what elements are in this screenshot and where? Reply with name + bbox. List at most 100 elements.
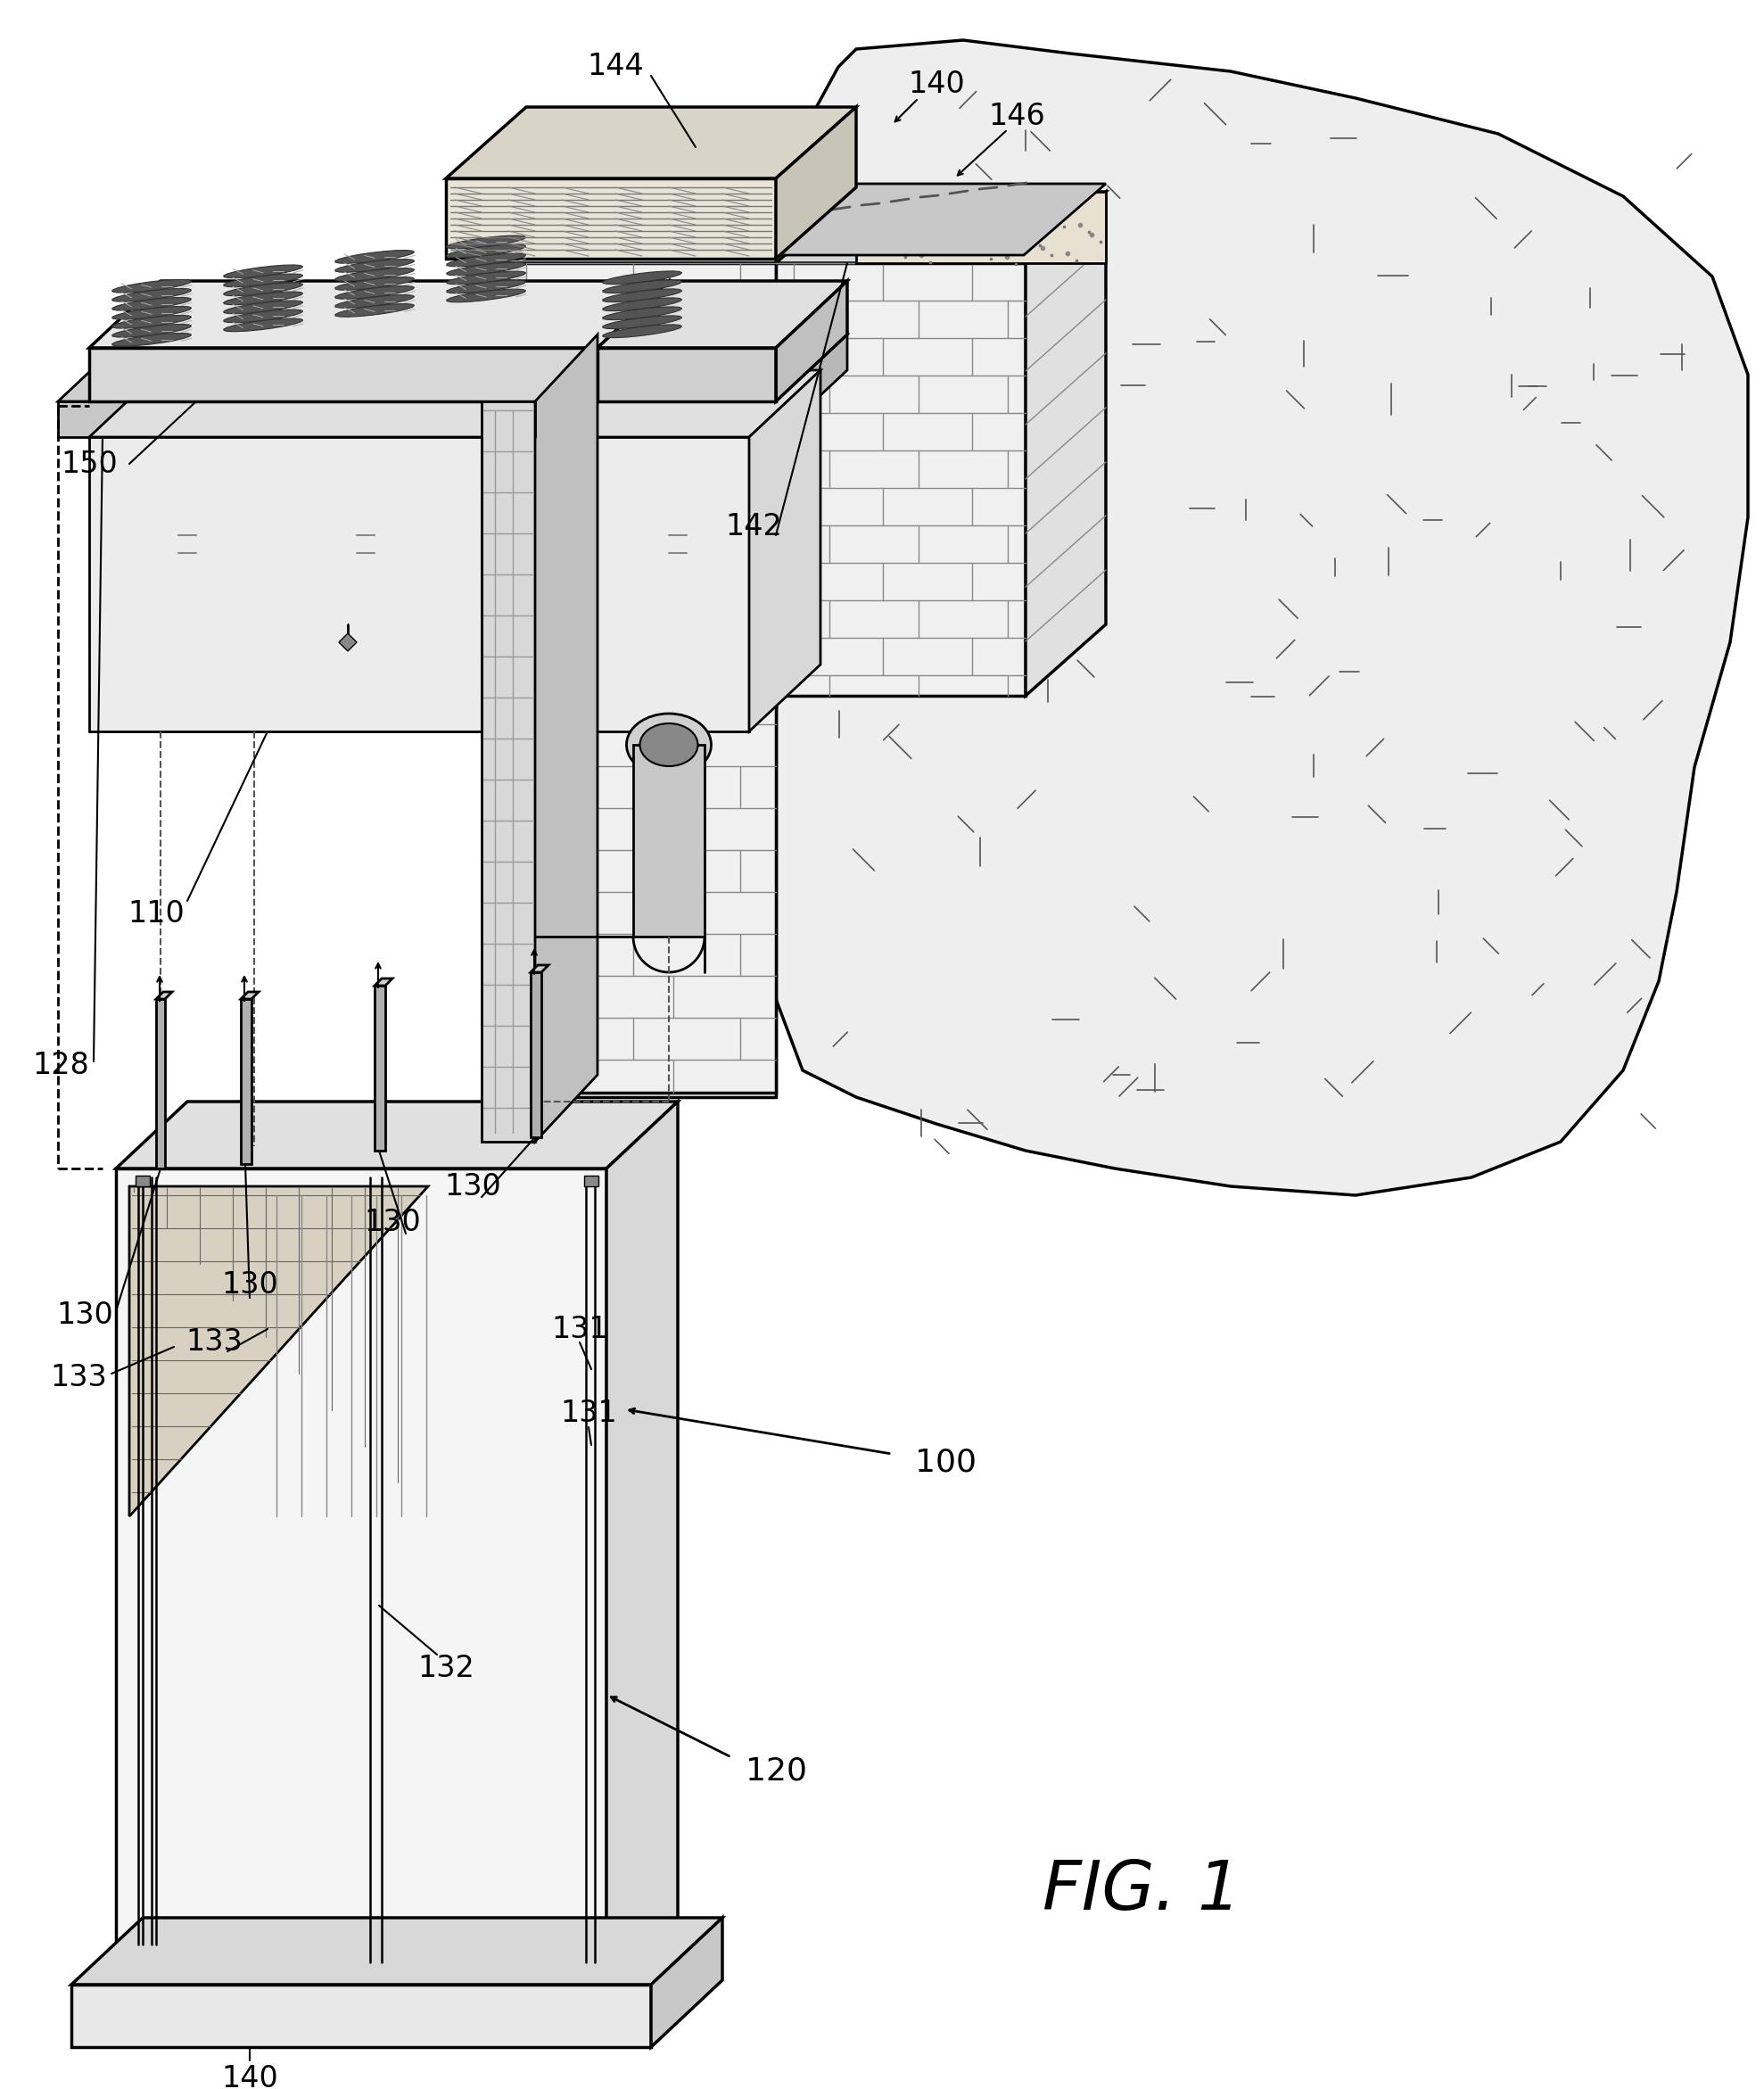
Polygon shape: [482, 401, 534, 1143]
Polygon shape: [335, 267, 415, 282]
Polygon shape: [499, 263, 776, 1093]
Text: 150: 150: [60, 449, 118, 478]
Polygon shape: [113, 288, 192, 301]
Text: 130: 130: [220, 1270, 279, 1299]
Polygon shape: [224, 282, 303, 297]
Polygon shape: [71, 1918, 723, 1985]
Ellipse shape: [626, 714, 711, 775]
Polygon shape: [113, 280, 192, 292]
Polygon shape: [136, 1176, 150, 1187]
Text: 133: 133: [49, 1364, 108, 1393]
Polygon shape: [603, 324, 683, 338]
Polygon shape: [242, 992, 259, 999]
Polygon shape: [499, 188, 856, 259]
Polygon shape: [776, 282, 847, 401]
Polygon shape: [155, 992, 173, 999]
Text: 128: 128: [32, 1051, 88, 1080]
Polygon shape: [776, 334, 847, 437]
Polygon shape: [446, 288, 526, 303]
Polygon shape: [335, 278, 415, 290]
Polygon shape: [446, 107, 856, 178]
Text: 130: 130: [56, 1301, 113, 1331]
Polygon shape: [531, 965, 549, 971]
Text: 130: 130: [445, 1172, 501, 1201]
Text: 146: 146: [988, 100, 1044, 132]
Polygon shape: [116, 1101, 677, 1168]
Polygon shape: [603, 299, 683, 311]
Polygon shape: [446, 280, 526, 292]
Text: 142: 142: [725, 512, 781, 541]
Polygon shape: [499, 192, 856, 263]
Polygon shape: [335, 295, 415, 307]
Text: 110: 110: [127, 900, 185, 930]
Polygon shape: [446, 178, 776, 259]
Text: 144: 144: [587, 52, 644, 81]
Polygon shape: [58, 334, 847, 401]
Text: 130: 130: [363, 1207, 422, 1237]
Polygon shape: [499, 259, 776, 1097]
Polygon shape: [224, 265, 303, 278]
Polygon shape: [113, 315, 192, 328]
Polygon shape: [767, 40, 1748, 1195]
Polygon shape: [856, 192, 1106, 263]
Polygon shape: [531, 971, 542, 1136]
Polygon shape: [224, 309, 303, 322]
Polygon shape: [633, 746, 704, 936]
Polygon shape: [116, 1168, 607, 1989]
Polygon shape: [584, 1176, 598, 1187]
Polygon shape: [113, 307, 192, 320]
Polygon shape: [129, 1187, 429, 1517]
Polygon shape: [776, 192, 1106, 263]
Polygon shape: [603, 272, 683, 284]
Polygon shape: [499, 184, 1106, 255]
Polygon shape: [335, 259, 415, 272]
Polygon shape: [1025, 192, 1106, 696]
Polygon shape: [224, 318, 303, 332]
Polygon shape: [374, 986, 385, 1151]
Polygon shape: [776, 107, 856, 259]
Polygon shape: [90, 370, 820, 437]
Polygon shape: [603, 307, 683, 320]
Polygon shape: [446, 244, 526, 257]
Polygon shape: [224, 292, 303, 305]
Polygon shape: [335, 303, 415, 318]
Text: 132: 132: [418, 1652, 475, 1684]
Polygon shape: [446, 263, 526, 276]
Text: FIG. 1: FIG. 1: [1043, 1857, 1240, 1924]
Polygon shape: [339, 633, 356, 652]
Polygon shape: [598, 282, 669, 401]
Polygon shape: [90, 437, 750, 731]
Polygon shape: [374, 978, 392, 986]
Polygon shape: [534, 334, 598, 1143]
Polygon shape: [446, 253, 526, 267]
Polygon shape: [71, 1985, 651, 2047]
Polygon shape: [155, 999, 166, 1168]
Polygon shape: [603, 315, 683, 328]
Polygon shape: [446, 272, 526, 284]
Text: 120: 120: [744, 1755, 806, 1786]
Polygon shape: [113, 332, 192, 347]
Polygon shape: [113, 324, 192, 336]
Text: 133: 133: [185, 1329, 242, 1358]
Polygon shape: [224, 301, 303, 313]
Text: 140: 140: [220, 2064, 279, 2089]
Polygon shape: [776, 263, 1025, 696]
Polygon shape: [598, 349, 776, 401]
Polygon shape: [58, 401, 776, 437]
Ellipse shape: [640, 723, 699, 767]
Polygon shape: [603, 288, 683, 303]
Polygon shape: [113, 297, 192, 311]
Polygon shape: [651, 1918, 723, 2047]
Polygon shape: [750, 370, 820, 731]
Text: 131: 131: [561, 1400, 617, 1429]
Polygon shape: [90, 282, 669, 349]
Polygon shape: [335, 286, 415, 299]
Polygon shape: [90, 349, 598, 401]
Text: 140: 140: [908, 71, 965, 100]
Polygon shape: [335, 251, 415, 263]
Text: 131: 131: [550, 1314, 609, 1343]
Polygon shape: [607, 1101, 677, 1989]
Polygon shape: [598, 282, 847, 349]
Polygon shape: [603, 280, 683, 292]
Text: 100: 100: [914, 1448, 975, 1479]
